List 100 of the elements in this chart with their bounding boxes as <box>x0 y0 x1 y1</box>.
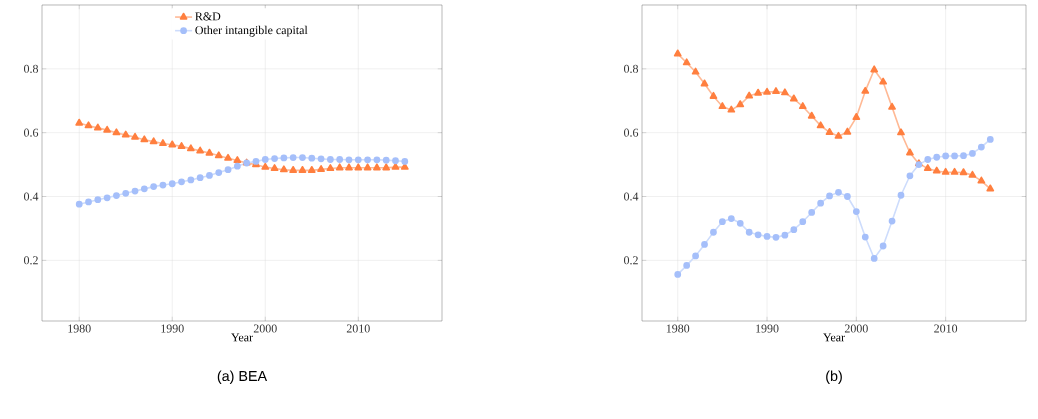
point <box>75 200 83 208</box>
legend-label: R&D <box>195 12 221 21</box>
point <box>718 102 727 110</box>
point <box>149 137 158 145</box>
point <box>224 153 232 161</box>
point <box>951 152 958 160</box>
point <box>186 144 195 152</box>
point <box>683 262 691 269</box>
point <box>261 156 269 163</box>
point <box>754 231 762 239</box>
point <box>674 271 682 278</box>
point <box>834 131 843 139</box>
point <box>196 146 205 154</box>
point <box>270 164 279 172</box>
point <box>844 193 851 200</box>
point <box>772 87 780 95</box>
point <box>888 102 896 110</box>
point <box>85 198 92 206</box>
point <box>825 127 834 135</box>
point <box>826 192 833 200</box>
x-axis-title: Year <box>231 333 253 342</box>
point <box>986 184 995 192</box>
x-tick-label: 1990 <box>161 324 184 333</box>
point <box>345 163 353 171</box>
x-axis-title: Year <box>823 333 845 342</box>
point <box>354 156 362 164</box>
point <box>986 135 994 143</box>
point <box>736 219 744 227</box>
point <box>977 176 986 184</box>
point <box>177 142 186 149</box>
point <box>93 123 102 131</box>
point <box>335 163 344 171</box>
y-tick-label: 0.2 <box>624 256 638 265</box>
point <box>279 165 288 173</box>
point <box>959 168 968 176</box>
point <box>345 156 353 164</box>
point <box>745 91 754 99</box>
point <box>718 218 726 226</box>
point <box>233 162 241 170</box>
x-tick-label: 1980 <box>666 324 690 333</box>
text: (a) BEA <box>217 370 268 384</box>
point <box>214 151 223 159</box>
point <box>817 199 825 207</box>
point <box>780 88 789 96</box>
point <box>835 188 842 196</box>
point <box>178 178 185 186</box>
point <box>299 154 306 161</box>
point <box>289 165 298 173</box>
point <box>932 166 941 174</box>
point <box>75 118 84 126</box>
legend-label: Other intangible capital <box>195 25 308 37</box>
point <box>763 233 771 240</box>
point <box>808 209 816 216</box>
y-tick-label: 0.8 <box>624 64 639 73</box>
point <box>700 79 709 87</box>
point <box>103 125 112 133</box>
point <box>382 156 390 164</box>
point <box>879 242 887 250</box>
point <box>870 255 878 262</box>
point <box>950 167 959 175</box>
x-tick-label: 2000 <box>253 324 277 333</box>
point <box>691 67 700 75</box>
point <box>326 156 334 163</box>
point <box>906 172 914 180</box>
point <box>168 180 176 188</box>
point <box>205 148 214 156</box>
point <box>140 185 148 193</box>
y-tick-label: 0.8 <box>23 64 39 73</box>
point <box>364 156 371 164</box>
point <box>701 241 708 248</box>
text: (b) <box>826 370 842 384</box>
point <box>317 165 325 172</box>
point <box>401 158 409 165</box>
point <box>317 155 325 163</box>
point <box>84 121 93 129</box>
point <box>392 157 399 165</box>
point <box>923 164 932 172</box>
point <box>112 128 121 136</box>
point <box>763 87 771 95</box>
point <box>736 100 745 108</box>
point <box>159 181 167 189</box>
point <box>336 156 344 163</box>
x-tick-label: 1980 <box>68 324 91 333</box>
point <box>960 152 967 160</box>
point <box>897 128 905 136</box>
point <box>140 135 149 143</box>
point <box>807 111 816 119</box>
point <box>354 163 363 171</box>
point <box>233 156 242 164</box>
y-tick-label: 0.4 <box>23 192 39 201</box>
point <box>861 86 870 94</box>
point <box>843 127 852 135</box>
point <box>852 208 860 215</box>
point <box>754 88 763 96</box>
point <box>727 105 736 113</box>
point <box>968 170 977 178</box>
point <box>168 140 177 148</box>
point <box>289 154 297 161</box>
point <box>196 174 204 182</box>
point <box>924 156 932 163</box>
